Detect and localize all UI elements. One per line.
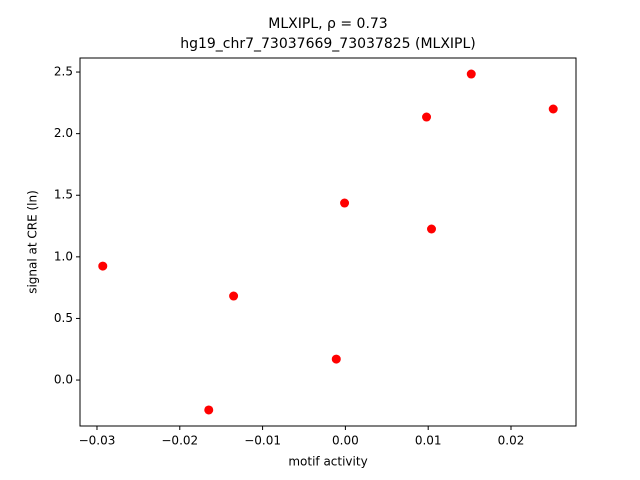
chart-title: MLXIPL, ρ = 0.73: [268, 16, 387, 32]
y-tick-label: 2.5: [54, 65, 73, 79]
scatter-point: [427, 224, 437, 234]
x-tick-label: −0.03: [79, 434, 116, 448]
scatter-point: [331, 354, 341, 364]
scatter-point: [340, 198, 350, 208]
x-tick-label: −0.02: [161, 434, 198, 448]
scatter-point: [466, 69, 476, 79]
scatter-point: [204, 405, 214, 415]
x-tick-label: 0.00: [332, 434, 359, 448]
y-tick-label: 2.0: [54, 126, 73, 140]
scatter-point: [98, 261, 108, 271]
x-tick-label: 0.02: [498, 434, 525, 448]
x-tick-label: 0.01: [415, 434, 442, 448]
x-tick-label: −0.01: [244, 434, 281, 448]
x-axis-label: motif activity: [288, 455, 367, 469]
plot-frame: [79, 57, 577, 427]
scatter-point: [229, 291, 239, 301]
y-tick-label: 0.0: [54, 373, 73, 387]
scatter-point: [548, 104, 558, 114]
y-tick-label: 1.0: [54, 249, 73, 263]
scatter-point: [422, 112, 432, 122]
y-tick-label: 0.5: [54, 311, 73, 325]
y-tick-label: 1.5: [54, 188, 73, 202]
chart-subtitle: hg19_chr7_73037669_73037825 (MLXIPL): [180, 36, 476, 52]
y-axis-label: signal at CRE (ln): [26, 190, 40, 294]
